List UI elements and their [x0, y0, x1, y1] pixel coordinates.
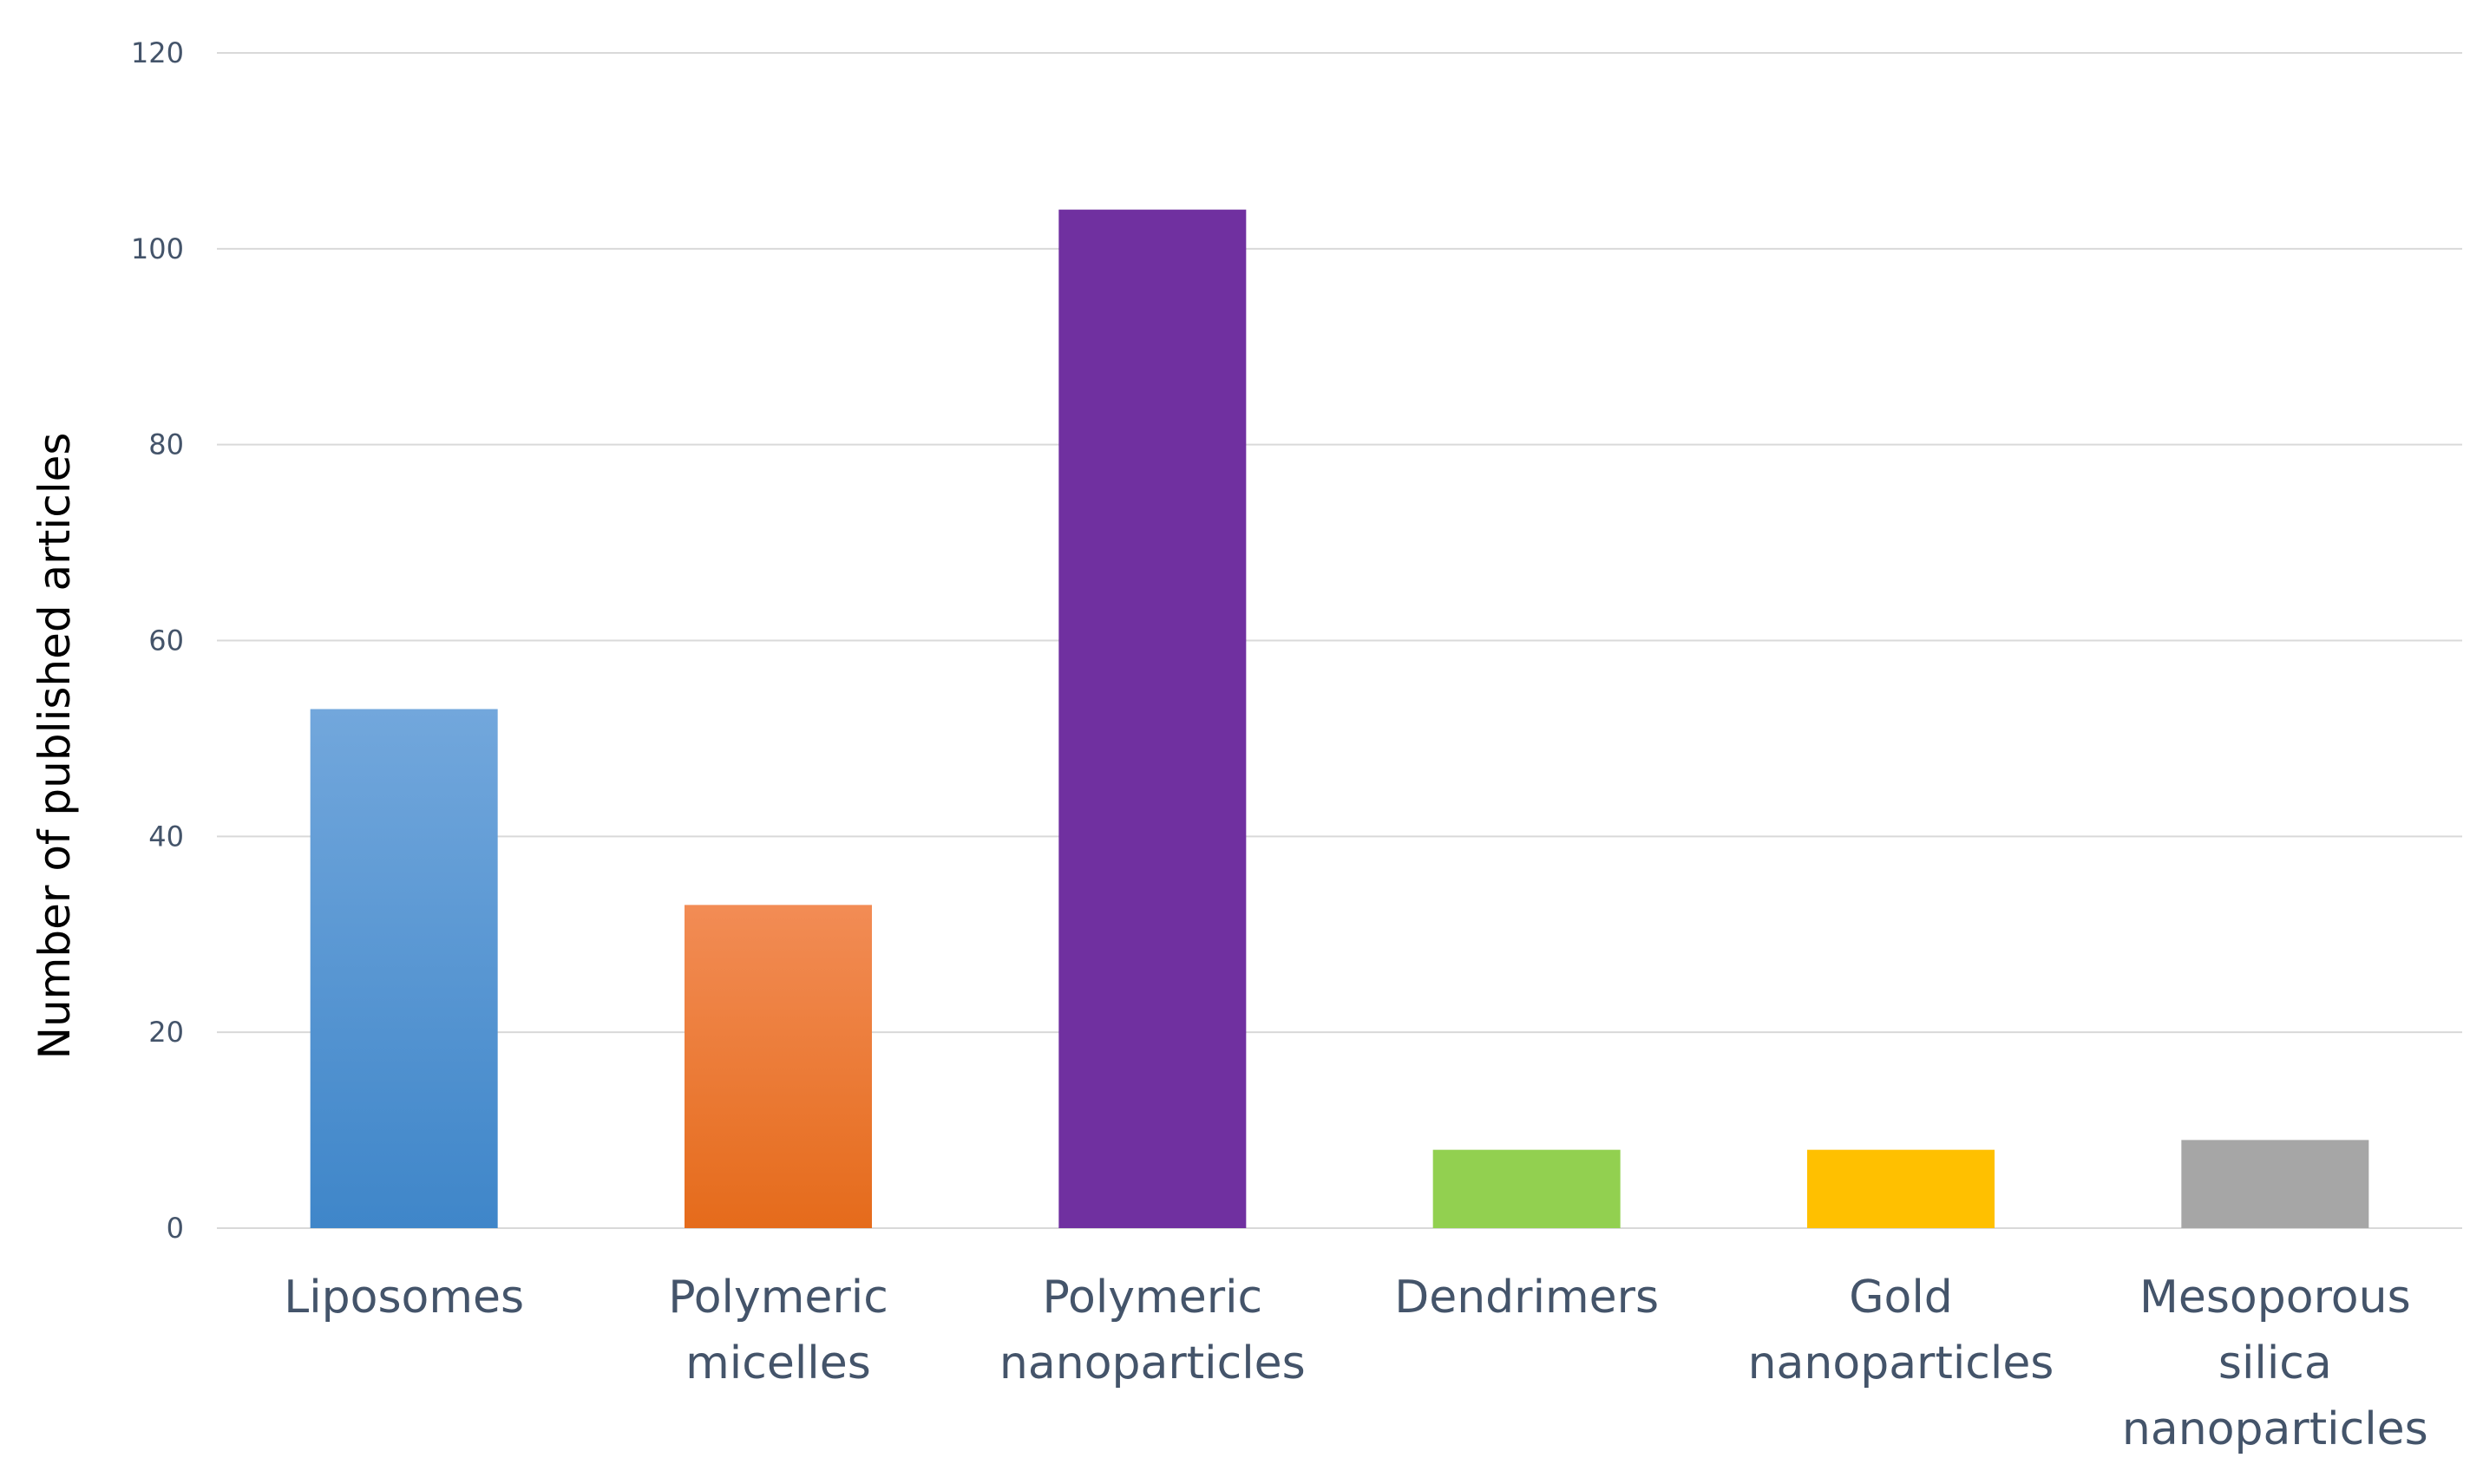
category-label-line: micelles	[685, 1337, 871, 1389]
bar-gold-nanoparticles	[1807, 1149, 1995, 1228]
category-label-line: Liposomes	[284, 1272, 524, 1324]
category-label-line: nanoparticles	[999, 1337, 1306, 1389]
category-label: Liposomes	[284, 1272, 524, 1324]
category-label-line: Mesoporous	[2139, 1272, 2411, 1324]
y-tick-label: 0	[167, 1212, 184, 1245]
y-axis-title: Number of published articles	[29, 433, 80, 1060]
category-labels: Liposomes Polymeric micelles Polymeric nanop…	[284, 1272, 2428, 1455]
category-label-line: silica	[2218, 1337, 2332, 1389]
bar-polymeric-nanoparticles	[1058, 209, 1247, 1229]
category-label: Mesoporous silica nanoparticles	[2122, 1272, 2428, 1455]
category-label-line: Gold	[1849, 1272, 1953, 1324]
bar-dendrimers	[1432, 1149, 1621, 1228]
category-label-line: nanoparticles	[1748, 1337, 2054, 1389]
y-tick-labels: 0 20 40 60 80 100 120	[131, 36, 184, 1245]
category-label: Dendrimers	[1394, 1272, 1659, 1324]
category-label-line: Polymeric	[1043, 1272, 1263, 1324]
category-label: Polymeric micelles	[668, 1272, 888, 1389]
y-tick-label: 40	[148, 820, 184, 853]
y-tick-label: 120	[131, 36, 184, 69]
bar-mesoporous-silica-nanoparticles	[2181, 1140, 2369, 1228]
y-tick-label: 100	[131, 232, 184, 265]
bars	[310, 209, 2369, 1229]
category-label-line: Dendrimers	[1394, 1272, 1659, 1324]
y-tick-label: 60	[148, 624, 184, 657]
category-label-line: Polymeric	[668, 1272, 888, 1324]
bar-polymeric-micelles	[685, 905, 872, 1228]
gridlines	[217, 52, 2462, 1229]
category-label: Polymeric nanoparticles	[999, 1272, 1306, 1389]
y-tick-label: 20	[148, 1016, 184, 1049]
y-tick-label: 80	[148, 428, 184, 461]
category-label: Gold nanoparticles	[1748, 1272, 2054, 1389]
category-label-line: nanoparticles	[2122, 1403, 2428, 1455]
bar-liposomes	[310, 709, 498, 1228]
